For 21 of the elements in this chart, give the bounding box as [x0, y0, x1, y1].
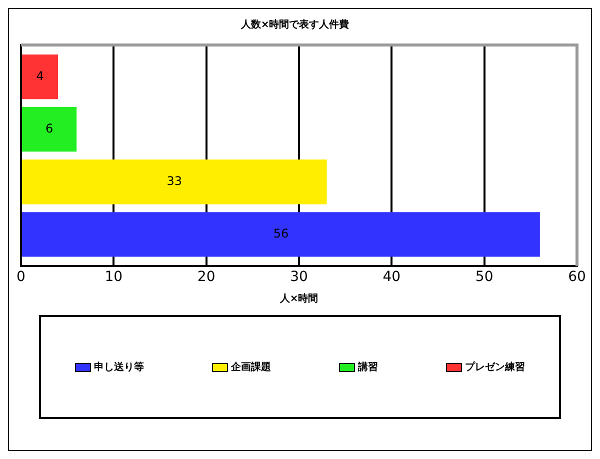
- bar: [22, 54, 58, 100]
- x-tick-label: 50: [475, 269, 494, 286]
- bar: [22, 212, 540, 257]
- x-tick-label: 40: [382, 269, 401, 286]
- legend-label: 講習: [358, 360, 378, 374]
- chart-title: 人数×時間で表す人件費: [240, 18, 350, 31]
- legend-label: 企画課題: [231, 360, 271, 374]
- bar: [22, 107, 77, 152]
- x-tick-label: 20: [197, 269, 216, 286]
- data-label: 4: [36, 68, 44, 83]
- legend-label: 申し送り等: [94, 360, 144, 374]
- x-tick-label: 0: [16, 269, 26, 286]
- x-tick-label: 10: [104, 269, 123, 286]
- data-label: 56: [273, 226, 289, 241]
- data-label: 6: [45, 121, 54, 136]
- x-tick-label: 60: [568, 269, 586, 286]
- x-tick-label: 30: [290, 269, 308, 286]
- bar: [22, 160, 327, 204]
- x-axis-title: 人×時間: [278, 292, 318, 305]
- legend-label: プレゼン練習: [465, 360, 525, 374]
- data-label: 33: [166, 174, 182, 188]
